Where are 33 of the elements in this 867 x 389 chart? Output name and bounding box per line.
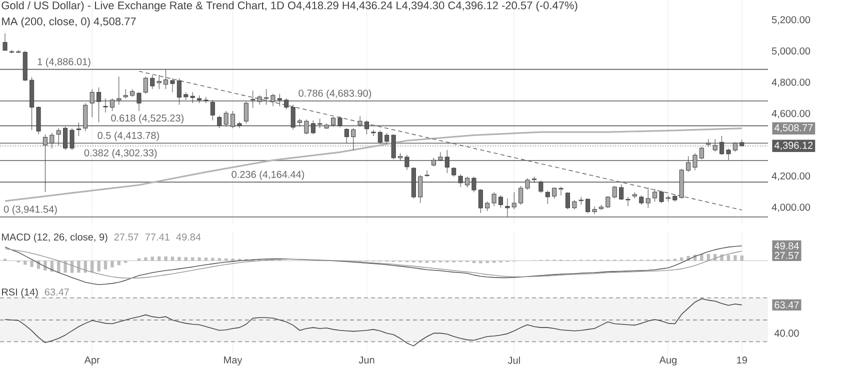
ref-line-label: 0.382 (4,302.33): [84, 149, 157, 158]
ref-line-label: 0.618 (4,525.23): [111, 114, 184, 124]
ref-line-label: 4,396.12: [774, 142, 813, 150]
y-tick-label: 4,000.00: [772, 204, 810, 212]
ref-line-label: 0.5 (4,413.78): [98, 132, 159, 141]
text: 63.47: [44, 288, 69, 296]
text: 77.41: [145, 234, 170, 240]
ref-line-label: 0 (3,941.54): [4, 205, 57, 215]
text: 40.00: [774, 330, 799, 337]
chart-title: MACD (12, 26, close, 9): [2, 233, 108, 243]
y-tick-label: 5,000.00: [772, 47, 810, 56]
ref-line-label: 0.236 (4,164.44): [232, 170, 304, 180]
text: 4,508.77: [774, 124, 813, 132]
y-tick-label: 4,200.00: [772, 172, 810, 181]
text: 27.57: [774, 252, 799, 259]
text: 49.84: [176, 233, 201, 241]
text: 63.47: [774, 301, 799, 308]
text: 49.84: [774, 242, 799, 250]
x-tick-label: Jun: [358, 356, 374, 364]
chart-title: Gold / US Dollar) - Live Exchange Rate & Trend Chart, 1D O4,418.29 H4,436.24 L4,394.30 C4,396.12 -20.57 (-0.47%): [2, 1, 578, 12]
x-tick-label: Aug: [659, 356, 676, 366]
x-tick-label: Apr: [84, 356, 100, 366]
text: MA (200, close, 0) 4,508.77: [2, 17, 136, 28]
x-tick-label: 19: [737, 356, 747, 364]
x-tick-label: May: [224, 356, 242, 366]
ref-line-label: 0.786 (4,683.90): [298, 89, 372, 99]
y-tick-label: 4,600.00: [772, 110, 810, 118]
y-tick-label: 4,800.00: [772, 78, 810, 87]
ref-line-label: 1 (4,886.01): [38, 58, 90, 68]
y-tick-label: 5,200.00: [772, 16, 810, 24]
chart-title: RSI (14): [2, 288, 38, 298]
x-tick-label: Jul: [508, 356, 520, 364]
text: 27.57: [114, 233, 138, 241]
